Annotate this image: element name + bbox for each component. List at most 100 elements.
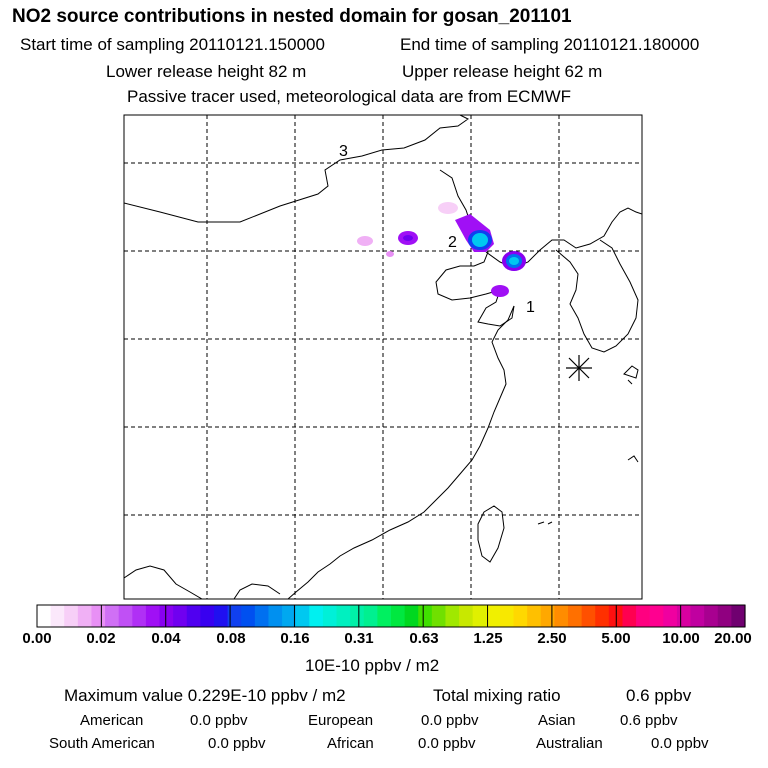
- color-bar-segment: [200, 605, 215, 627]
- color-bar-segment: [295, 605, 310, 627]
- color-bar-segment: [227, 605, 242, 627]
- color-bar-segment: [282, 605, 297, 627]
- legend-tick: 10.00: [662, 630, 700, 647]
- plot-title: NO2 source contributions in nested domai…: [12, 6, 572, 27]
- african-value: 0.0 ppbv: [418, 735, 476, 752]
- color-bar-segment: [581, 605, 596, 627]
- color-bar-segment: [717, 605, 732, 627]
- plume-patch: [357, 236, 373, 246]
- legend-tick: 0.08: [216, 630, 246, 647]
- color-bar-segment: [595, 605, 610, 627]
- color-bar-segment: [445, 605, 460, 627]
- color-bar-segment: [173, 605, 188, 627]
- tracer-note: Passive tracer used, meteorological data…: [127, 87, 572, 106]
- color-bar-segment: [540, 605, 555, 627]
- color-bar-segment: [404, 605, 419, 627]
- color-bar: [36, 604, 746, 628]
- lower-release-height: Lower release height 82 m: [106, 62, 307, 81]
- plume-patch: [438, 202, 458, 214]
- american-value: 0.0 ppbv: [190, 712, 248, 729]
- legend-tick: 0.02: [86, 630, 116, 647]
- total-mixing-label: Total mixing ratio: [433, 686, 561, 705]
- asian-label: Asian: [538, 712, 576, 729]
- australian-value: 0.0 ppbv: [651, 735, 709, 752]
- map-frame: [123, 114, 643, 600]
- australian-label: Australian: [536, 735, 603, 752]
- color-bar-segment: [309, 605, 324, 627]
- color-bar-segment: [622, 605, 637, 627]
- legend-tick: 0.31: [344, 630, 374, 647]
- color-bar-segment: [145, 605, 161, 627]
- color-bar-segment: [214, 605, 229, 627]
- total-mixing-value: 0.6 ppbv: [626, 686, 692, 705]
- color-bar-segment: [663, 605, 678, 627]
- color-bar-segment: [527, 605, 542, 627]
- max-value: Maximum value 0.229E-10 ppbv / m2: [64, 686, 346, 705]
- color-bar-segment: [704, 605, 719, 627]
- color-bar-segment: [690, 605, 705, 627]
- color-bar-segment: [77, 605, 93, 627]
- color-bar-segment: [132, 605, 147, 627]
- plume: [357, 202, 526, 297]
- color-bar-segment: [50, 605, 65, 627]
- asian-value: 0.6 ppbv: [620, 712, 678, 729]
- asterisk-icon: [566, 355, 592, 381]
- plume-patch: [472, 233, 488, 247]
- plume-patch: [491, 285, 509, 297]
- legend-tick: 2.50: [537, 630, 567, 647]
- color-bar-segment: [37, 605, 52, 627]
- color-bar-segment: [159, 605, 174, 627]
- color-bar-segment: [350, 605, 365, 627]
- color-bar-segment: [459, 605, 474, 627]
- color-bar-segment: [431, 605, 447, 627]
- south-american-value: 0.0 ppbv: [208, 735, 266, 752]
- legend-tick: 0.16: [280, 630, 310, 647]
- color-bar-segment: [105, 605, 120, 627]
- legend-tick: 5.00: [601, 630, 631, 647]
- end-time: End time of sampling 20110121.180000: [400, 35, 700, 54]
- african-label: African: [327, 735, 374, 752]
- color-bar-segment: [241, 605, 256, 627]
- color-bar-segment: [731, 605, 746, 627]
- legend-tick: 20.00: [714, 630, 752, 647]
- legend-unit: 10E-10 ppbv / m2: [305, 656, 440, 675]
- color-bar-segment: [472, 605, 487, 627]
- start-time: Start time of sampling 20110121.150000: [20, 35, 325, 54]
- european-value: 0.0 ppbv: [421, 712, 479, 729]
- color-bar-segment: [254, 605, 270, 627]
- color-bar-segment: [377, 605, 392, 627]
- color-bar-segment: [391, 605, 406, 627]
- upper-release-height: Upper release height 62 m: [402, 62, 603, 81]
- plume-patch: [386, 251, 394, 257]
- color-bar-segment: [186, 605, 201, 627]
- color-bar-segment: [64, 605, 79, 627]
- american-label: American: [80, 712, 144, 729]
- color-bar-segment: [676, 605, 692, 627]
- legend-tick: 0.04: [151, 630, 181, 647]
- color-bar-segment: [649, 605, 664, 627]
- map-label-3: 3: [339, 143, 348, 160]
- color-bar-segment: [499, 605, 515, 627]
- color-bar-segment: [486, 605, 501, 627]
- map-label-2: 2: [448, 234, 457, 251]
- color-bar-segment: [322, 605, 338, 627]
- south-american-label: South American: [49, 735, 155, 752]
- color-bar-segment: [513, 605, 528, 627]
- map-label-1: 1: [526, 299, 535, 316]
- map-grid: [124, 115, 642, 599]
- color-bar-segment: [636, 605, 651, 627]
- color-bar-segment: [268, 605, 283, 627]
- legend-tick: 0.00: [22, 630, 52, 647]
- color-bar-frame: [36, 604, 746, 628]
- plume-patch: [403, 235, 413, 241]
- color-bar-segment: [554, 605, 569, 627]
- color-bar-segment: [418, 605, 433, 627]
- color-bar-segment: [91, 605, 106, 627]
- legend-tick: 1.25: [473, 630, 503, 647]
- coastlines: [124, 115, 642, 599]
- color-bar-segment: [363, 605, 378, 627]
- legend-tick: 0.63: [409, 630, 439, 647]
- plume-patch: [509, 257, 519, 265]
- map-panel: 3 2 1: [124, 115, 642, 599]
